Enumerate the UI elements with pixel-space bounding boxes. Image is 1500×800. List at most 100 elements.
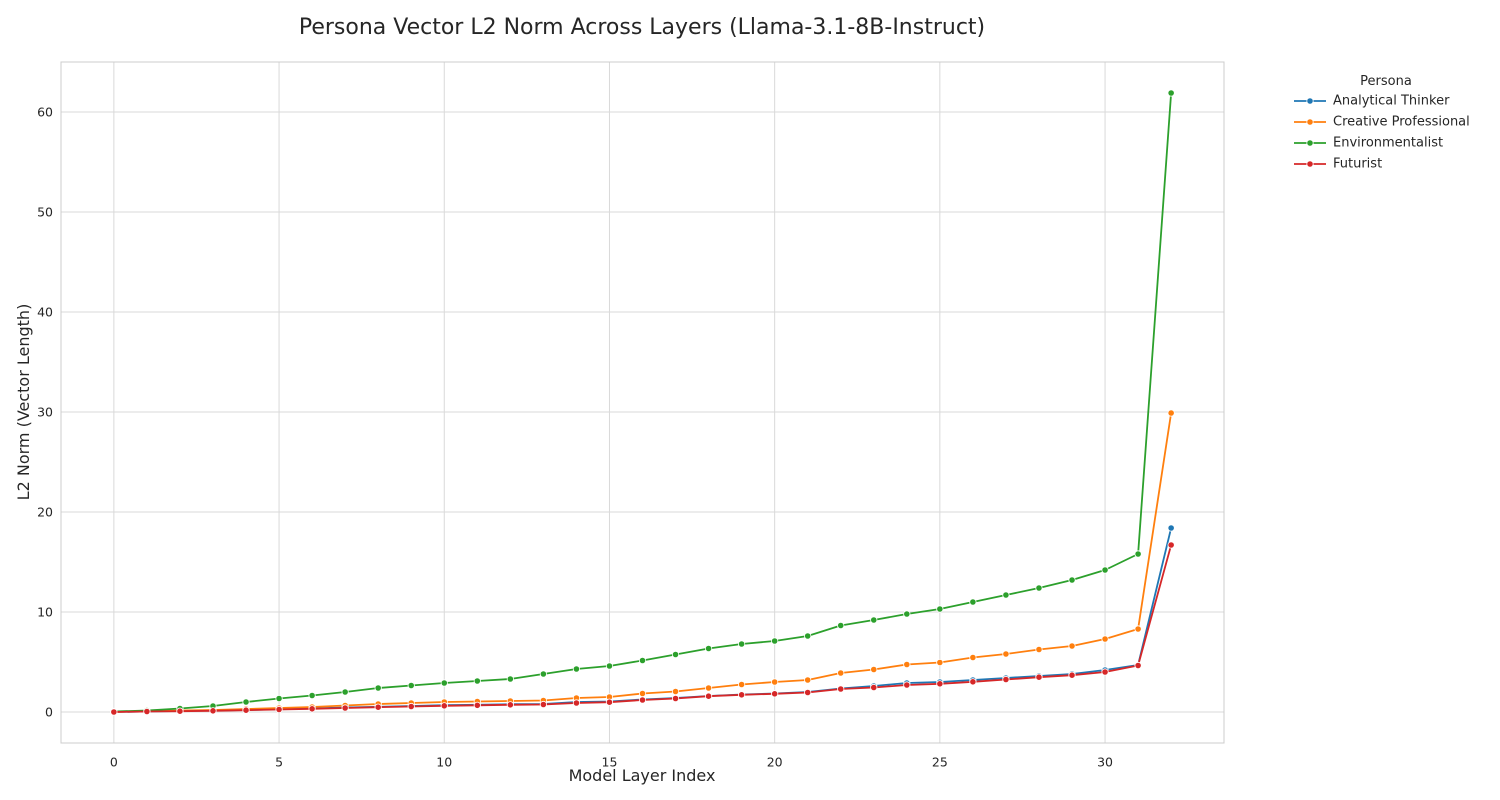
gridlines xyxy=(61,62,1224,743)
y-tick-label: 60 xyxy=(37,105,53,120)
data-point-futurist xyxy=(1101,668,1109,676)
x-tick-label: 30 xyxy=(1097,755,1113,770)
data-point-futurist xyxy=(176,707,184,715)
y-tick-label: 20 xyxy=(37,505,53,520)
data-point-environmentalist xyxy=(1068,576,1076,584)
data-point-futurist xyxy=(506,701,514,709)
data-point-futurist xyxy=(605,698,614,706)
legend-label: Environmentalist xyxy=(1333,136,1443,151)
data-point-environmentalist xyxy=(539,670,547,678)
data-point-futurist xyxy=(407,702,415,711)
data-point-futurist xyxy=(374,703,382,711)
data-point-futurist xyxy=(837,685,845,693)
data-point-futurist xyxy=(1134,661,1142,670)
data-point-futurist xyxy=(1167,541,1175,549)
data-point-creative-professional xyxy=(1167,409,1175,417)
series-futurist xyxy=(110,541,1175,716)
data-point-environmentalist xyxy=(374,684,382,692)
data-point-environmentalist xyxy=(242,698,250,706)
data-point-analytical-thinker xyxy=(1167,524,1175,532)
data-point-environmentalist xyxy=(1002,591,1010,599)
data-point-futurist xyxy=(209,707,217,715)
legend-marker xyxy=(1306,139,1314,147)
data-point-environmentalist xyxy=(440,679,448,687)
data-point-creative-professional xyxy=(704,684,713,692)
data-point-futurist xyxy=(473,701,481,709)
data-point-futurist xyxy=(671,694,680,703)
y-tick-label: 0 xyxy=(45,705,53,720)
data-point-environmentalist xyxy=(407,681,415,690)
data-point-environmentalist xyxy=(837,621,845,630)
data-point-environmentalist xyxy=(936,605,944,613)
x-tick-label: 25 xyxy=(932,755,948,770)
data-point-futurist xyxy=(870,683,878,692)
data-point-environmentalist xyxy=(771,637,779,645)
data-point-environmentalist xyxy=(341,688,349,696)
data-point-futurist xyxy=(143,707,151,716)
data-point-futurist xyxy=(1068,671,1076,679)
y-tick-label: 10 xyxy=(37,605,53,620)
legend-marker xyxy=(1306,160,1314,168)
data-point-futurist xyxy=(308,705,316,713)
data-point-creative-professional xyxy=(671,687,680,696)
legend-item-futurist: Futurist xyxy=(1294,157,1382,172)
legend-marker xyxy=(1306,118,1314,126)
data-point-futurist xyxy=(110,708,118,716)
data-point-creative-professional xyxy=(936,658,944,667)
data-point-futurist xyxy=(903,681,911,689)
data-point-creative-professional xyxy=(969,653,977,662)
data-point-futurist xyxy=(539,700,547,709)
x-tick-label: 5 xyxy=(275,755,283,770)
legend-label: Creative Professional xyxy=(1333,115,1470,130)
data-point-environmentalist xyxy=(638,656,647,665)
data-point-futurist xyxy=(242,706,250,714)
data-point-futurist xyxy=(275,705,283,714)
data-point-futurist xyxy=(572,699,581,707)
x-axis-label: Model Layer Index xyxy=(569,766,716,785)
plot-frame xyxy=(60,61,1225,744)
data-point-environmentalist xyxy=(1101,566,1109,574)
data-point-environmentalist xyxy=(1035,584,1043,592)
data-point-creative-professional xyxy=(1101,635,1109,643)
data-point-environmentalist xyxy=(605,662,614,670)
data-point-creative-professional xyxy=(903,660,911,669)
x-axis-ticks: 0 5 10 15 20 25 30 xyxy=(110,755,1113,770)
data-point-environmentalist xyxy=(704,644,713,653)
data-point-futurist xyxy=(440,702,448,710)
data-point-environmentalist xyxy=(969,598,977,606)
data-point-creative-professional xyxy=(837,669,845,677)
data-point-environmentalist xyxy=(572,665,581,673)
chart-title: Persona Vector L2 Norm Across Layers (Ll… xyxy=(299,15,985,40)
data-point-futurist xyxy=(936,680,944,688)
data-point-environmentalist xyxy=(804,632,812,640)
x-tick-label: 0 xyxy=(110,755,118,770)
data-point-creative-professional xyxy=(738,680,746,689)
data-point-futurist xyxy=(804,688,812,697)
legend-item-creative-professional: Creative Professional xyxy=(1294,115,1470,130)
y-tick-label: 30 xyxy=(37,405,53,420)
data-point-environmentalist xyxy=(738,640,746,648)
data-point-creative-professional xyxy=(771,678,779,686)
data-point-creative-professional xyxy=(870,665,878,674)
legend-label: Analytical Thinker xyxy=(1333,94,1450,109)
data-point-futurist xyxy=(1035,673,1043,681)
data-point-environmentalist xyxy=(473,677,481,685)
data-point-environmentalist xyxy=(1167,89,1175,97)
data-point-futurist xyxy=(1002,675,1010,684)
data-point-futurist xyxy=(969,678,977,686)
data-point-futurist xyxy=(771,690,779,698)
legend-item-environmentalist: Environmentalist xyxy=(1294,136,1443,151)
x-tick-label: 10 xyxy=(436,755,452,770)
data-point-environmentalist xyxy=(1134,550,1142,558)
legend-marker xyxy=(1306,97,1314,105)
data-point-environmentalist xyxy=(903,610,911,618)
y-axis-ticks: 0 10 20 30 40 50 60 xyxy=(37,105,53,720)
y-axis-label: L2 Norm (Vector Length) xyxy=(14,304,33,501)
legend-label: Futurist xyxy=(1333,157,1382,172)
y-tick-label: 40 xyxy=(37,305,53,320)
x-tick-label: 15 xyxy=(602,755,618,770)
data-point-futurist xyxy=(638,696,647,704)
data-point-creative-professional xyxy=(638,689,647,698)
data-point-creative-professional xyxy=(1002,650,1010,658)
